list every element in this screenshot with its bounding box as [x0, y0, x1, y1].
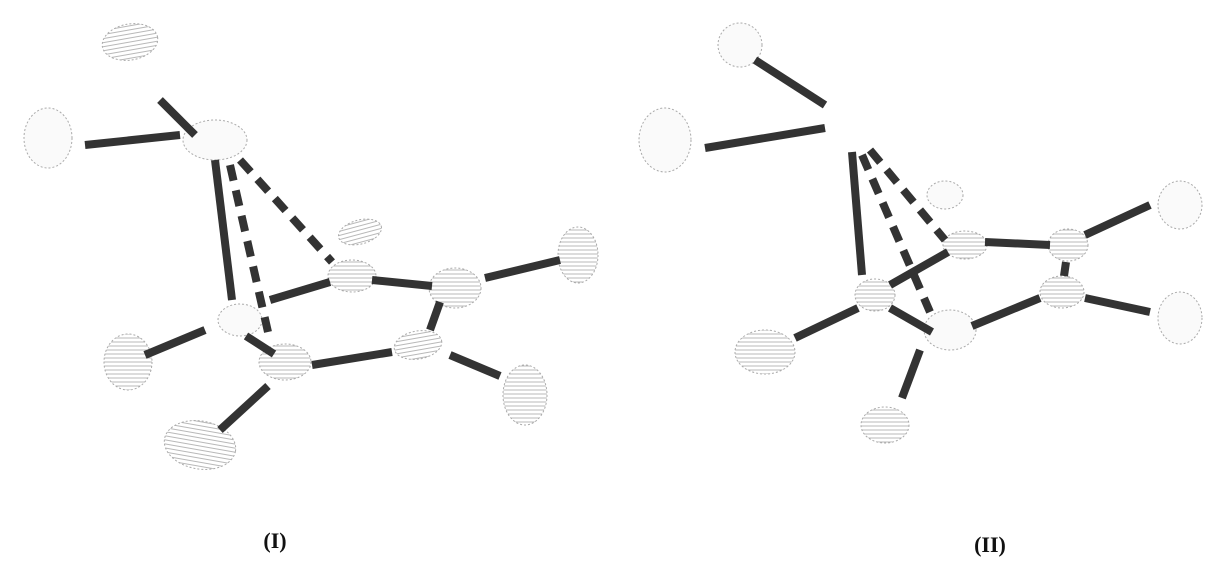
bond [902, 350, 920, 398]
structure-i [24, 19, 598, 474]
page: (I) (II) (() => { const data = JSON.pars… [0, 0, 1210, 580]
atom [183, 120, 247, 160]
bond [972, 298, 1040, 326]
atom [104, 334, 152, 390]
bond [270, 282, 330, 300]
atom [735, 330, 795, 374]
atom [927, 181, 963, 209]
bond [160, 100, 195, 135]
atom [503, 365, 547, 425]
atom [336, 215, 385, 250]
figure-label: (II) [974, 532, 1006, 557]
bond [985, 242, 1050, 245]
bond [795, 308, 858, 338]
bond [1085, 205, 1150, 235]
bond [246, 336, 274, 354]
atom [861, 407, 909, 443]
structure-ii [639, 23, 1202, 443]
atom [1048, 229, 1088, 261]
atom [392, 327, 444, 363]
bond [145, 330, 205, 355]
bond [1085, 298, 1150, 312]
bond [215, 160, 232, 300]
atom [99, 19, 160, 64]
bond [430, 302, 440, 330]
dashed-bond [240, 160, 332, 262]
atom [855, 279, 895, 311]
bond [85, 135, 180, 145]
atom [943, 231, 987, 259]
atom [1040, 276, 1084, 308]
atom [24, 108, 72, 168]
bond [755, 60, 825, 105]
atom [1158, 292, 1202, 344]
atom [639, 108, 691, 172]
atom [558, 227, 598, 283]
atom [218, 304, 262, 336]
atom [1158, 181, 1202, 229]
bond [312, 352, 392, 365]
atom [328, 260, 376, 292]
bond [220, 386, 268, 430]
figure: (I) (II) [0, 0, 1210, 580]
bond [372, 280, 432, 286]
bond [705, 128, 825, 148]
figure-label: (I) [263, 528, 286, 553]
bond [450, 355, 500, 376]
bond [1064, 262, 1066, 276]
bond [485, 260, 560, 278]
bond [852, 152, 862, 275]
